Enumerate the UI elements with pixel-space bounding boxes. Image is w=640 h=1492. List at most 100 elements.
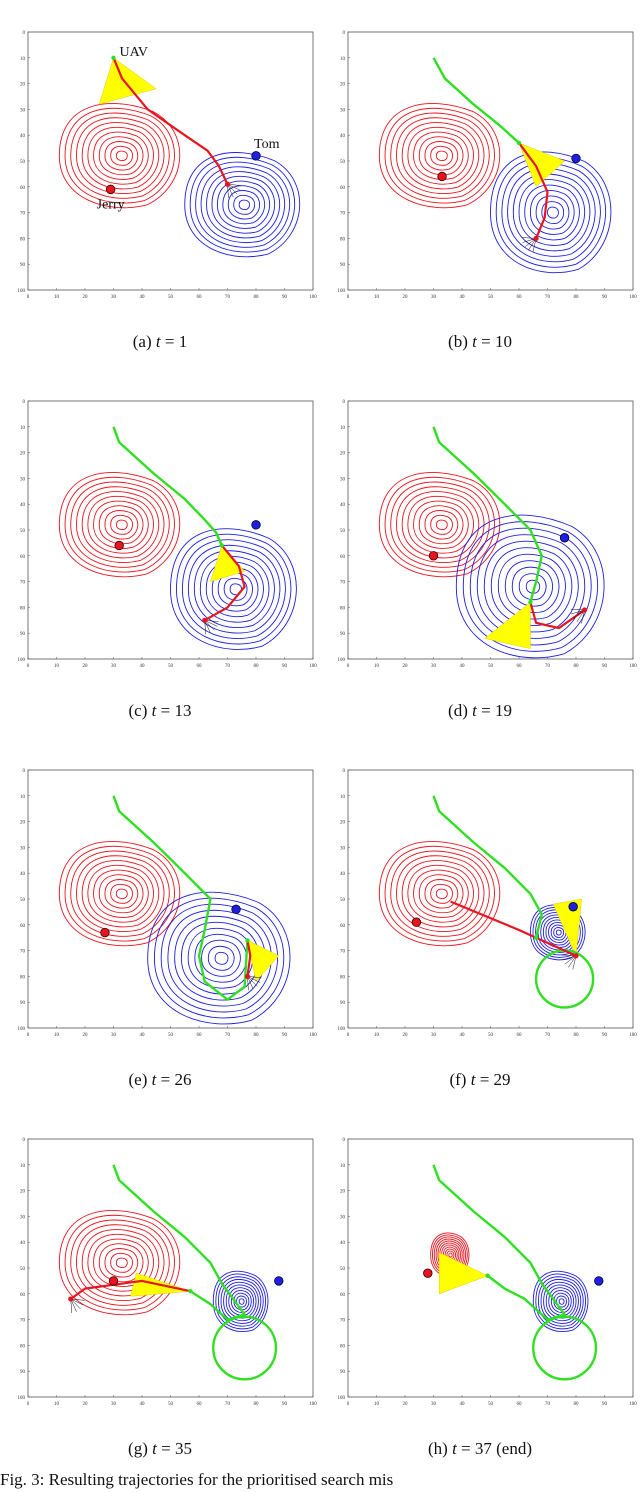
- uav-trajectory: [112, 795, 249, 1001]
- jerry-contours-ring: [75, 117, 165, 195]
- sensor-footprint: [518, 142, 566, 188]
- jerry-contours-ring: [115, 1257, 128, 1268]
- subfigure-caption: (d) t = 19: [448, 701, 512, 720]
- x-tick-label: 30: [111, 664, 117, 669]
- y-tick-label: 10: [340, 795, 346, 800]
- x-tick-label: 30: [431, 1033, 437, 1038]
- tom-contours-ring: [193, 550, 275, 629]
- y-tick-label: 30: [340, 108, 346, 113]
- jerry-contours-ring: [424, 879, 459, 909]
- x-tick-label: 50: [168, 1402, 174, 1407]
- y-tick-label: 30: [20, 1215, 26, 1220]
- jerry-contours-ring: [110, 514, 133, 535]
- tom-contours: [532, 1270, 589, 1333]
- plot-a: 0 0 10 10 20 20 30 30 40 40 50 50 60 60 70 70 80 80 90 90 10…: [18, 31, 318, 300]
- sensor-footprint: [98, 57, 157, 105]
- subfigure-caption: (c) t = 13: [128, 701, 192, 720]
- jerry-contours-ring: [384, 845, 495, 942]
- y-tick-label: 20: [20, 83, 26, 88]
- tom-contours-ring: [228, 1287, 255, 1316]
- jerry-contours-ring: [81, 122, 160, 190]
- y-tick-label: 0: [343, 400, 346, 405]
- y-tick-label: 20: [340, 821, 346, 826]
- jerry-contours-ring: [418, 874, 464, 914]
- jerry-contours-ring: [418, 505, 464, 545]
- jerry-contours-ring: [75, 855, 165, 933]
- jerry-contours-ring: [98, 874, 144, 914]
- subfigure-caption: (h) t = 37 (end): [427, 1439, 533, 1458]
- x-tick-label: 50: [488, 664, 494, 669]
- tom-label: Tom: [254, 137, 280, 152]
- y-tick-label: 50: [340, 529, 346, 534]
- tom-contours: [490, 151, 612, 274]
- y-tick-label: 40: [340, 1241, 346, 1246]
- y-tick-label: 80: [340, 237, 346, 242]
- x-tick-label: 10: [374, 664, 380, 669]
- x-tick-label: 10: [54, 1033, 60, 1038]
- y-tick-label: 40: [340, 503, 346, 508]
- x-tick-label: 40: [460, 295, 466, 300]
- tom-contours-ring: [238, 1298, 245, 1305]
- jerry-contours-ring: [390, 850, 490, 937]
- jerry-contours-ring: [87, 864, 154, 923]
- jerry-contours-ring: [413, 869, 469, 918]
- tom-contours-ring: [511, 566, 553, 607]
- jerry-contours-ring: [115, 519, 128, 530]
- x-tick-label: 90: [282, 295, 288, 300]
- y-tick-label: 40: [340, 134, 346, 139]
- planned-path: [518, 142, 549, 239]
- panel-e: 0 0 10 10 20 20 30 30 40 40 50 50 60 60 70 70 80 80 90 90 10…: [0, 738, 320, 1108]
- y-tick-label: 100: [338, 1027, 346, 1032]
- tom-contours-ring: [537, 1276, 584, 1327]
- jerry-contours-ring: [58, 841, 181, 947]
- jerry-contours-ring: [70, 481, 170, 568]
- y-tick-label: 80: [340, 1344, 346, 1349]
- y-tick-label: 40: [20, 503, 26, 508]
- tom-contours-ring: [223, 577, 248, 601]
- x-tick-label: 30: [431, 295, 437, 300]
- jerry-contours-ring: [93, 869, 149, 918]
- jerry-contours-ring: [413, 500, 469, 549]
- y-tick-label: 0: [343, 31, 346, 36]
- tom-contours: [170, 528, 297, 650]
- jerry-contours-ring: [70, 112, 170, 199]
- plot-b: 0 0 10 10 20 20 30 30 40 40 50 50 60 60 70 70 80 80 90 90 10…: [338, 31, 638, 300]
- y-tick-label: 60: [340, 924, 346, 929]
- jerry-contours-ring: [104, 879, 139, 909]
- x-tick-label: 0: [27, 664, 30, 669]
- y-tick-label: 40: [340, 872, 346, 877]
- tom-marker: [568, 902, 578, 912]
- tom-contours: [212, 1270, 269, 1333]
- y-tick-label: 70: [340, 1319, 346, 1324]
- uav-marker: [188, 1289, 193, 1294]
- tom-contours-ring: [214, 951, 229, 965]
- uav-marker: [245, 938, 250, 943]
- y-tick-label: 100: [338, 1396, 346, 1401]
- tom-contours-ring: [153, 897, 285, 1019]
- planned-path: [112, 57, 229, 185]
- y-tick-label: 70: [340, 212, 346, 217]
- tom-contours-ring: [233, 1292, 250, 1311]
- planned-path: [529, 601, 586, 630]
- x-tick-label: 50: [488, 1402, 494, 1407]
- uav-trajectory: [432, 795, 544, 938]
- jerry-contours: [58, 472, 181, 578]
- x-tick-label: 70: [225, 1402, 231, 1407]
- y-tick-label: 0: [23, 31, 26, 36]
- x-tick-label: 50: [168, 295, 174, 300]
- panel-f: 0 0 10 10 20 20 30 30 40 40 50 50 60 60 70 70 80 80 90 90 10…: [320, 738, 640, 1108]
- y-tick-label: 80: [20, 606, 26, 611]
- jerry-contours: [58, 1210, 181, 1316]
- y-tick-label: 60: [20, 186, 26, 191]
- path-end-marker: [244, 973, 251, 979]
- x-tick-label: 30: [431, 664, 437, 669]
- x-tick-label: 40: [140, 1402, 146, 1407]
- y-tick-label: 30: [20, 846, 26, 851]
- tom-contours-ring: [462, 521, 599, 652]
- uav-marker: [485, 1273, 490, 1278]
- x-tick-label: 20: [83, 1033, 89, 1038]
- y-tick-label: 70: [20, 581, 26, 586]
- panel-c: 0 0 10 10 20 20 30 30 40 40 50 50 60 60 70 70 80 80 90 90 10…: [0, 369, 320, 739]
- path-end-marker: [224, 181, 231, 187]
- y-tick-label: 50: [20, 898, 26, 903]
